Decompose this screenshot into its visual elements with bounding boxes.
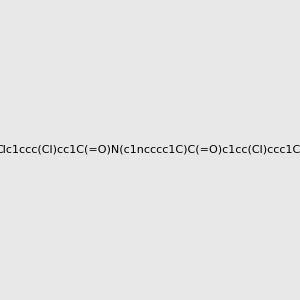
Text: Clc1ccc(Cl)cc1C(=O)N(c1ncccc1C)C(=O)c1cc(Cl)ccc1Cl: Clc1ccc(Cl)cc1C(=O)N(c1ncccc1C)C(=O)c1cc… xyxy=(0,145,300,155)
